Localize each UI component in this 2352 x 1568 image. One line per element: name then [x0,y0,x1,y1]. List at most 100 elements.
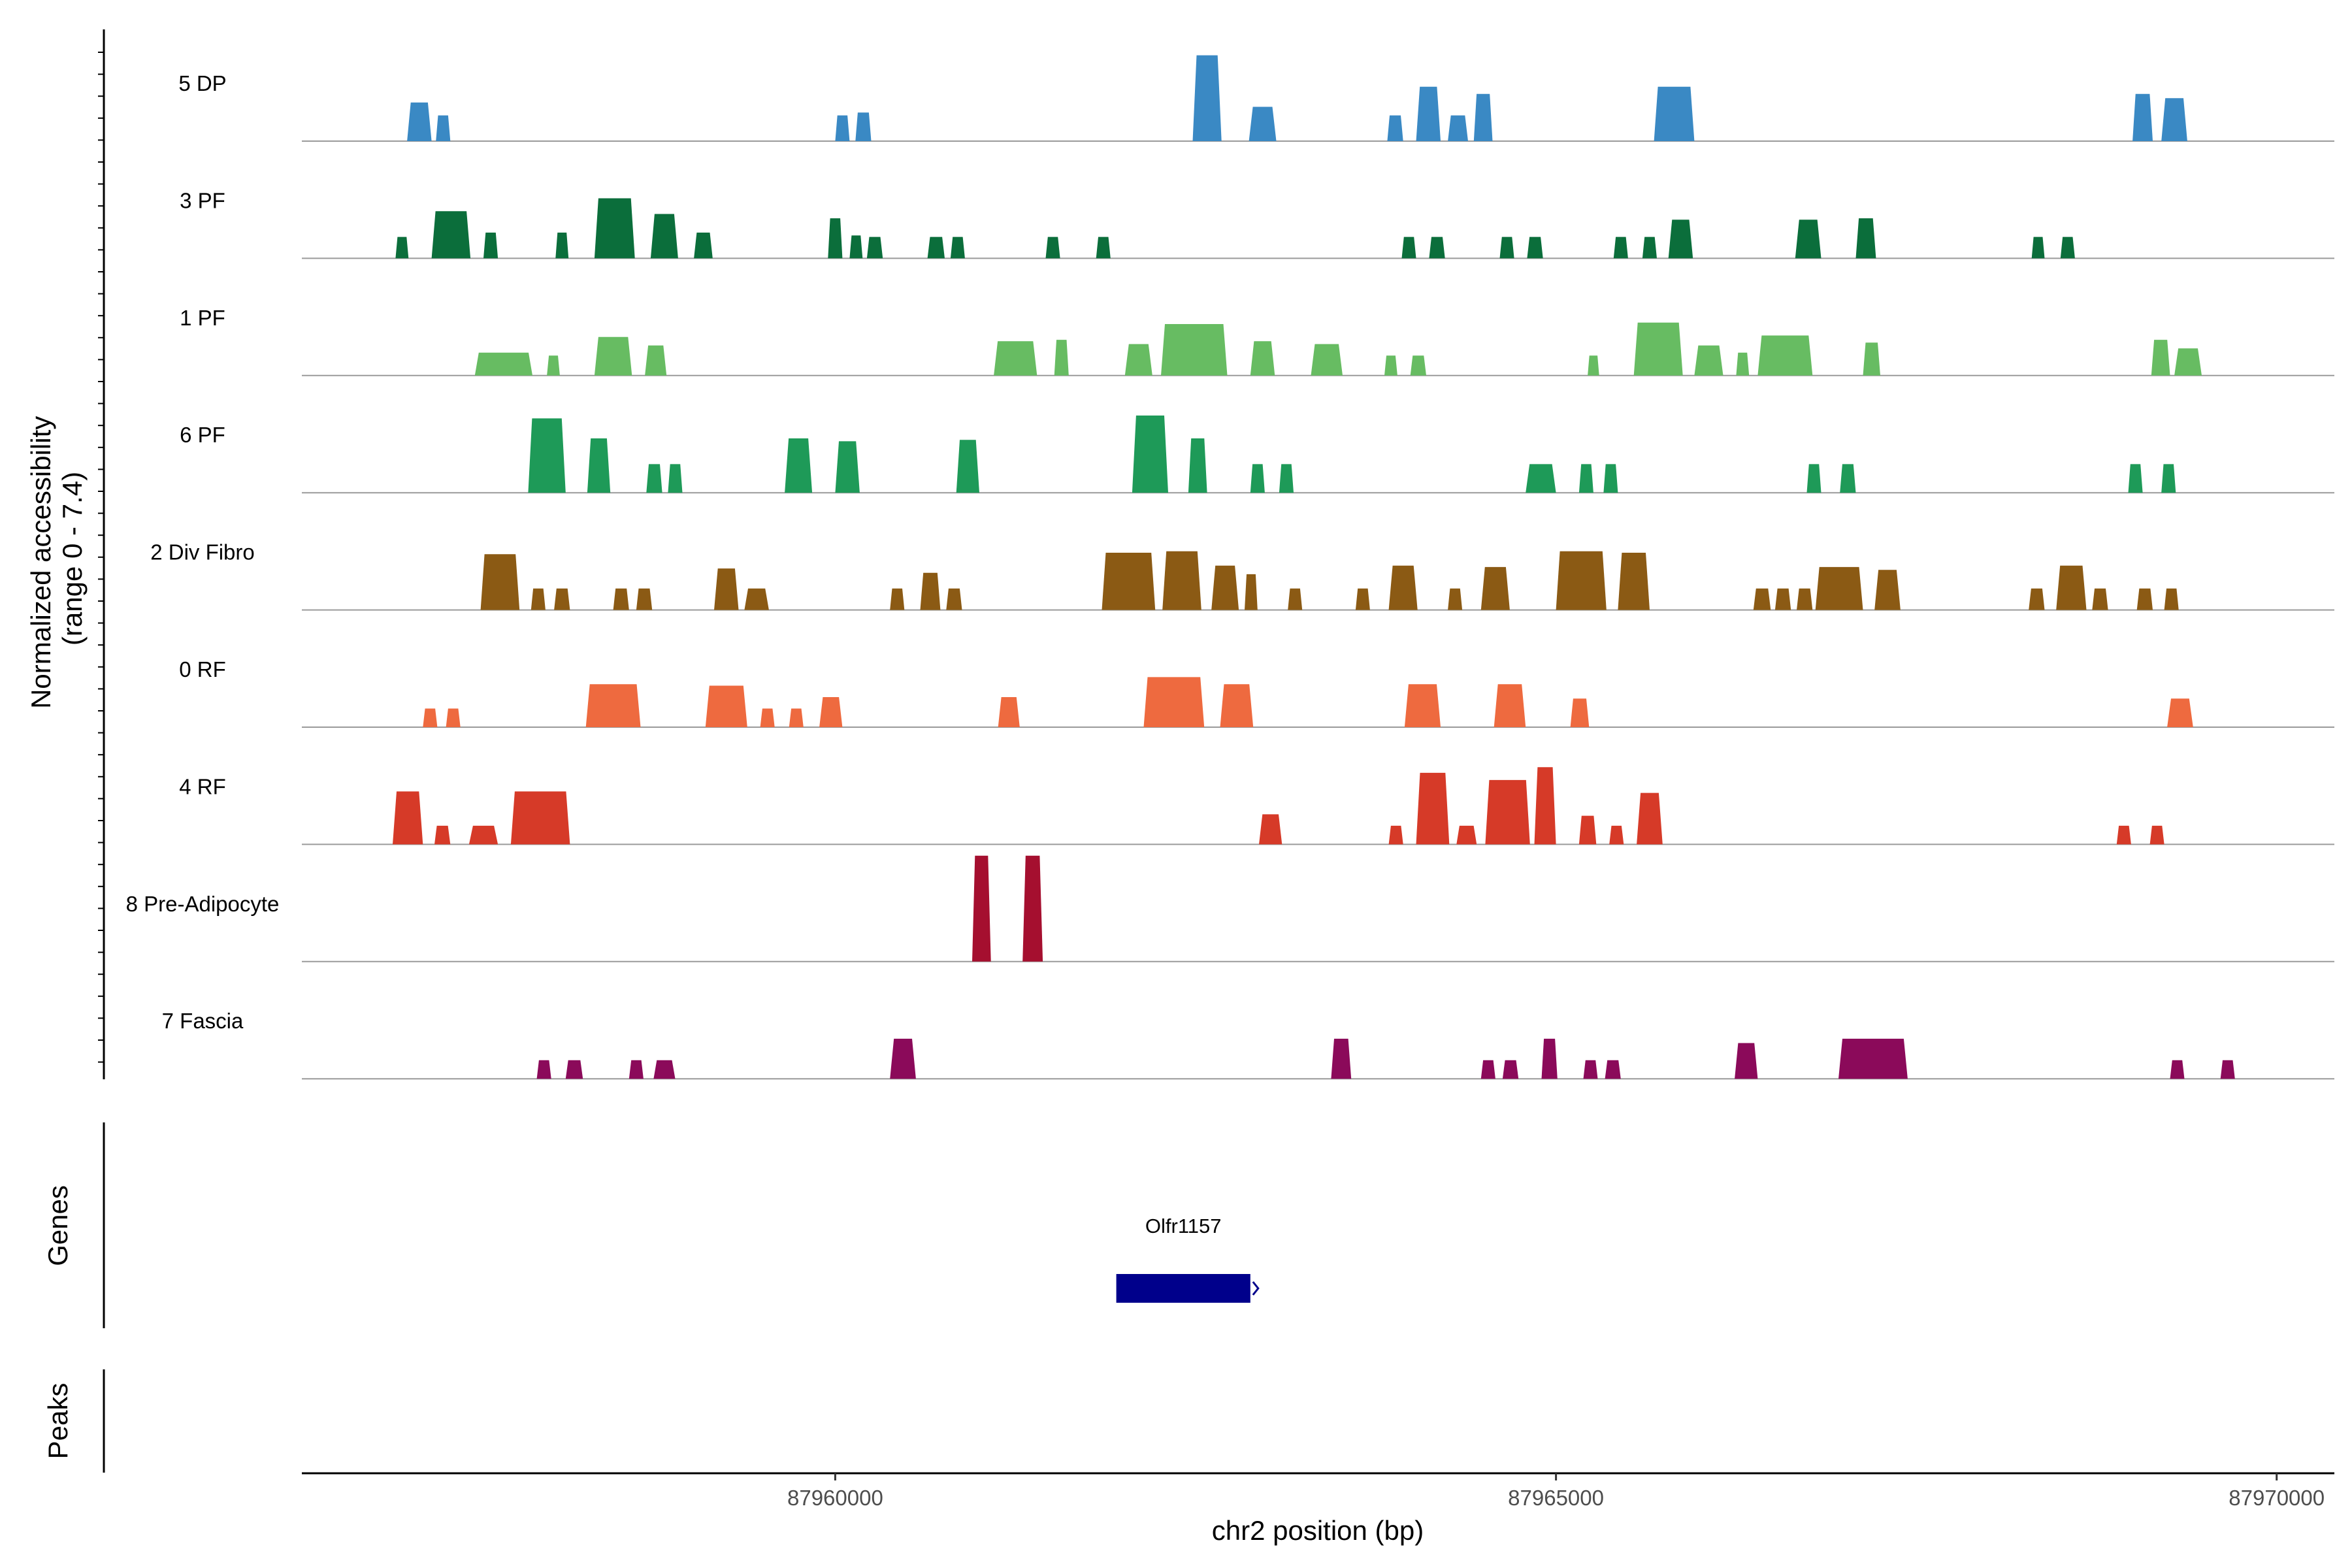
accessibility-peak [531,588,546,610]
x-axis-tick-label: 87965000 [1508,1486,1604,1510]
accessibility-peak [2161,98,2187,141]
accessibility-peak [1795,220,1821,259]
accessibility-peak [1642,237,1657,259]
accessibility-peak [1045,237,1060,259]
track-3-pf: 3 PF [180,188,2334,259]
accessibility-peak [1384,355,1397,376]
accessibility-peak [536,1060,551,1079]
accessibility-peak [1124,344,1152,376]
track-5-dp: 5 DP [178,55,2334,142]
accessibility-peak [1494,684,1526,727]
accessibility-peak [1473,93,1493,141]
accessibility-peak [1605,1060,1621,1079]
y-axis-title: Normalized accessibility (range 0 - 7.4) [25,408,88,709]
accessibility-peak [1527,237,1543,259]
accessibility-peak [1387,115,1403,141]
accessibility-peak [866,237,883,259]
accessibility-peak [2116,825,2131,845]
gene-strand-arrow [1252,1281,1260,1296]
track-label: 6 PF [180,423,225,447]
accessibility-peak [1416,86,1441,141]
accessibility-peak [594,198,635,259]
accessibility-peak [1220,684,1254,727]
accessibility-peak [1757,335,1813,376]
accessibility-peak [510,791,570,845]
accessibility-peak [705,685,747,727]
accessibility-peak [714,568,739,610]
accessibility-peak [1331,1038,1352,1079]
accessibility-peak [1753,588,1771,610]
accessibility-peak [1874,570,1901,610]
accessibility-peak [2170,1060,2185,1079]
accessibility-peak [1485,779,1530,845]
accessibility-peak [890,588,905,610]
accessibility-peak [1633,322,1683,376]
accessibility-peak [789,708,804,727]
accessibility-peak [2149,825,2164,845]
accessibility-peak [547,355,560,376]
accessibility-peak [994,341,1037,376]
accessibility-peak [1250,464,1265,493]
accessibility-peak [855,112,872,141]
accessibility-peak [1259,814,1282,845]
track-4-rf: 4 RF [179,767,2334,845]
accessibility-peak [436,115,451,141]
accessibility-peak [554,588,570,610]
accessibility-peak [480,554,520,610]
track-6-pf: 6 PF [180,416,2334,494]
accessibility-peak [474,352,532,376]
accessibility-peak [1863,342,1880,376]
accessibility-peak [1613,237,1628,259]
track-label: 4 RF [179,774,226,798]
accessibility-peak [1541,1038,1558,1079]
accessibility-peak [2029,588,2045,610]
accessibility-peak [998,697,1020,727]
accessibility-peak [1480,566,1510,610]
accessibility-peak [1401,237,1416,259]
gene-label: Olfr1157 [1145,1215,1222,1237]
accessibility-peak [594,336,632,376]
accessibility-peak [1388,565,1418,610]
accessibility-peak [393,791,423,845]
track-0-rf: 0 RF [179,657,2334,728]
accessibility-peak [835,441,860,493]
accessibility-peak [1279,464,1294,493]
accessibility-peak [528,418,566,493]
accessibility-peak [468,825,498,845]
accessibility-peak [2056,565,2087,610]
x-axis-ticks: 87960000 87965000 87970000 [787,1473,2325,1510]
x-axis-tick-label: 87970000 [2229,1486,2325,1510]
accessibility-peak [1838,1038,1908,1079]
accessibility-peak [1188,438,1207,493]
accessibility-peak [2060,237,2075,259]
accessibility-peak [1603,464,1618,493]
track-1-pf: 1 PF [180,306,2334,376]
accessibility-peak [1502,1060,1519,1079]
accessibility-peak [1578,815,1597,845]
accessibility-peak [1736,352,1750,376]
gene-body [1116,1274,1250,1303]
accessibility-peak [1806,464,1821,493]
accessibility-peak [1797,588,1813,610]
accessibility-peak [849,235,863,259]
accessibility-peak [819,697,843,727]
accessibility-peak [1668,220,1693,259]
accessibility-peak [1249,106,1277,141]
accessibility-peak [1840,464,1856,493]
accessibility-peak [972,855,991,962]
track-label: 0 RF [179,657,226,681]
accessibility-peak [1416,772,1450,845]
accessibility-peak [1102,553,1156,610]
y-axis-title-line-2: (range 0 - 7.4) [57,472,88,645]
accessibility-peak [431,211,471,259]
accessibility-peak [1456,825,1477,845]
accessibility-peak [946,588,962,610]
accessibility-peak [1735,1043,1758,1079]
accessibility-peak [2031,237,2045,259]
accessibility-peak [636,588,653,610]
accessibility-peak [585,684,641,727]
accessibility-peak [1618,553,1650,610]
accessibility-peak [1570,698,1590,727]
accessibility-peak [927,237,945,259]
